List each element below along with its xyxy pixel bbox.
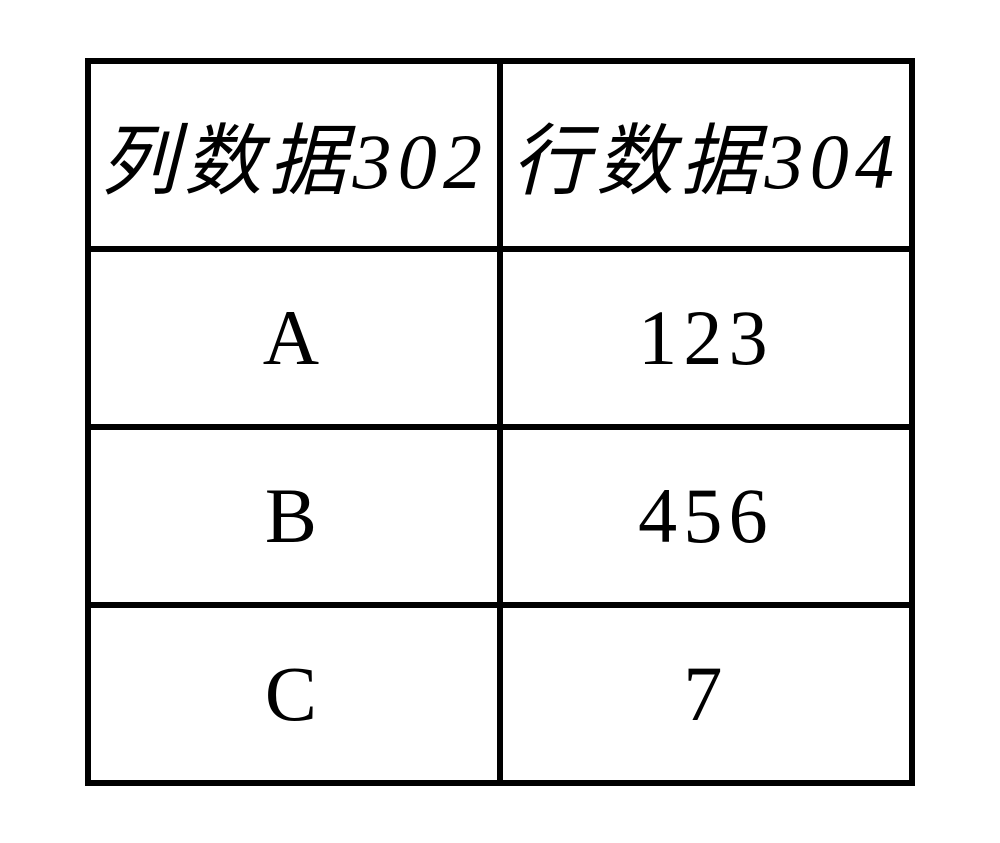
column-header-right: 行数据304: [500, 61, 912, 249]
table-row: B 456: [88, 427, 912, 605]
cell-right: 456: [500, 427, 912, 605]
table-row: C 7: [88, 605, 912, 783]
cell-left: B: [88, 427, 500, 605]
table-row: A 123: [88, 249, 912, 427]
cell-right: 7: [500, 605, 912, 783]
header-row: 列数据302 行数据304: [88, 61, 912, 249]
column-header-left: 列数据302: [88, 61, 500, 249]
data-table: 列数据302 行数据304 A 123 B 456 C 7: [85, 58, 915, 786]
cell-right: 123: [500, 249, 912, 427]
cell-left: C: [88, 605, 500, 783]
cell-left: A: [88, 249, 500, 427]
